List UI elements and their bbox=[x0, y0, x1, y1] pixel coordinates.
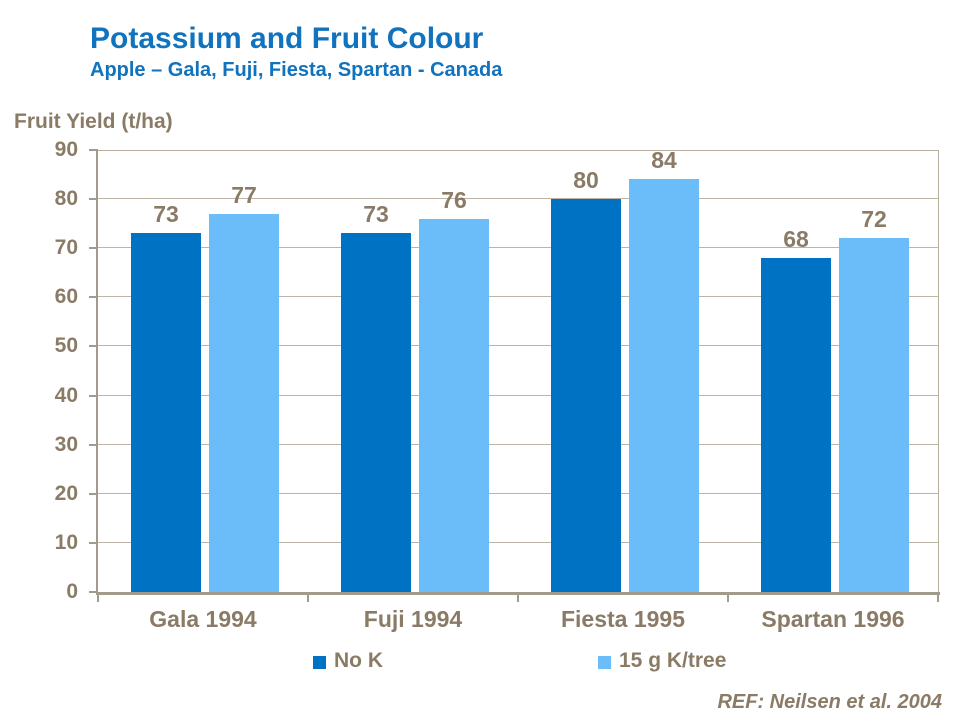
bar-value-label: 72 bbox=[861, 206, 887, 232]
gridline bbox=[98, 345, 938, 347]
plot-border-top bbox=[98, 150, 939, 151]
y-tick-mark bbox=[89, 198, 96, 201]
legend-item: 15 g K/tree bbox=[598, 649, 726, 673]
y-tick-label: 0 bbox=[66, 580, 78, 603]
bar-value-label: 84 bbox=[651, 147, 677, 173]
x-category-label: Spartan 1996 bbox=[761, 606, 905, 632]
y-tick-label: 20 bbox=[54, 481, 78, 505]
bar-no-k-3 bbox=[761, 258, 831, 592]
gridline bbox=[98, 492, 938, 494]
bar-value-label: 73 bbox=[153, 201, 179, 227]
bar-15-g-k-tree-0 bbox=[209, 214, 279, 592]
y-tick-mark bbox=[89, 296, 96, 299]
bar-15-g-k-tree-2 bbox=[629, 179, 699, 592]
y-tick-mark bbox=[89, 345, 96, 348]
bar-15-g-k-tree-3 bbox=[839, 238, 909, 592]
chart-subtitle: Apple – Gala, Fuji, Fiesta, Spartan - Ca… bbox=[90, 59, 503, 81]
y-tick-label: 60 bbox=[54, 285, 78, 309]
y-tick-mark bbox=[89, 247, 96, 250]
y-tick-mark bbox=[89, 492, 96, 495]
bar-value-label: 73 bbox=[363, 201, 389, 227]
y-axis-line bbox=[96, 149, 98, 595]
bar-15-g-k-tree-1 bbox=[419, 219, 489, 592]
y-tick-mark bbox=[89, 394, 96, 397]
gridline bbox=[98, 394, 938, 396]
plot-border-right bbox=[938, 150, 939, 592]
gridline bbox=[98, 443, 938, 445]
bar-no-k-2 bbox=[551, 199, 621, 592]
plot-area: 73 77 73 76 80 84 68 72 bbox=[96, 147, 940, 595]
y-tick-label: 40 bbox=[54, 383, 78, 407]
gridline bbox=[98, 541, 938, 543]
x-tick-mark bbox=[727, 595, 729, 602]
bar-value-label: 76 bbox=[441, 187, 467, 213]
x-tick-mark bbox=[97, 595, 99, 602]
bar-no-k-1 bbox=[341, 233, 411, 592]
y-tick-mark bbox=[89, 443, 96, 446]
bar-value-label: 68 bbox=[783, 226, 809, 252]
x-category-label: Fiesta 1995 bbox=[560, 606, 686, 632]
bar-no-k-0 bbox=[131, 233, 201, 592]
x-category-label: Gala 1994 bbox=[149, 606, 257, 632]
x-axis-category-labels: Gala 1994 Fuji 1994 Fiesta 1995 Spartan 199… bbox=[98, 606, 938, 633]
bar-value-label: 80 bbox=[573, 167, 599, 193]
x-tick-mark bbox=[307, 595, 309, 602]
legend-label: No K bbox=[334, 649, 383, 672]
y-tick-mark bbox=[89, 591, 96, 593]
y-tick-label: 70 bbox=[54, 236, 78, 260]
gridline bbox=[98, 247, 938, 249]
y-axis-labels: 0 10 20 30 40 50 60 70 80 90 bbox=[0, 138, 78, 603]
y-tick-label: 30 bbox=[54, 432, 78, 456]
gridline bbox=[98, 198, 938, 200]
bar-value-label: 77 bbox=[231, 182, 257, 208]
legend-item: No K bbox=[313, 649, 383, 673]
x-tick-mark bbox=[937, 595, 939, 602]
y-tick-mark bbox=[89, 541, 96, 544]
gridline bbox=[98, 296, 938, 298]
legend-swatch bbox=[598, 655, 611, 669]
legend-swatch bbox=[313, 655, 326, 669]
x-axis-line bbox=[96, 592, 940, 595]
reference-text: REF: Neilsen et al. 2004 bbox=[717, 691, 942, 713]
y-axis-title: Fruit Yield (t/ha) bbox=[14, 110, 173, 133]
x-category-label: Fuji 1994 bbox=[363, 606, 463, 632]
chart-title: Potassium and Fruit Colour bbox=[90, 22, 484, 55]
y-tick-mark bbox=[89, 149, 96, 151]
legend-label: 15 g K/tree bbox=[619, 649, 727, 672]
y-tick-label: 50 bbox=[54, 334, 78, 358]
y-tick-label: 80 bbox=[54, 187, 78, 211]
y-tick-label: 10 bbox=[54, 530, 78, 554]
y-tick-label: 90 bbox=[54, 138, 78, 161]
x-tick-mark bbox=[517, 595, 519, 602]
